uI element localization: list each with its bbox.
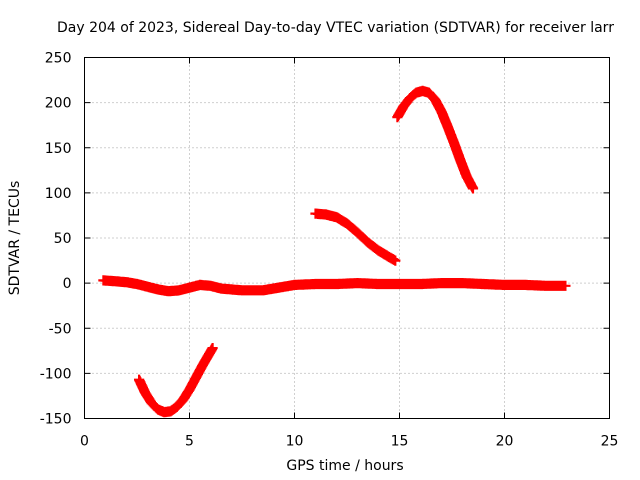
- data-point: [194, 376, 197, 380]
- series-2-markers: [310, 208, 401, 266]
- data-point: [524, 283, 527, 287]
- data-point: [209, 284, 212, 288]
- data-point: [415, 91, 418, 94]
- data-point: [440, 281, 443, 285]
- data-point: [314, 212, 317, 215]
- data-point: [402, 105, 405, 108]
- y-tick-label: 0: [63, 276, 72, 292]
- data-point: [545, 284, 548, 288]
- x-tick-label: 0: [80, 434, 89, 450]
- data-point: [198, 283, 202, 287]
- data-point: [324, 213, 328, 216]
- data-point: [150, 401, 153, 405]
- data-point: [459, 159, 462, 162]
- data-point: [188, 388, 191, 391]
- data-point: [175, 405, 179, 408]
- y-axis-label: SDTVAR / TECUs: [7, 181, 23, 296]
- plot-frame: [84, 57, 610, 419]
- x-tick-label: 15: [391, 434, 409, 450]
- x-tick-label: 5: [185, 434, 194, 450]
- y-tick-label: 50: [54, 231, 72, 247]
- data-point: [125, 281, 128, 284]
- data-point: [356, 231, 359, 234]
- data-point: [440, 110, 443, 113]
- series-1-markers: [134, 343, 218, 418]
- data-point: [427, 91, 431, 94]
- data-point: [135, 282, 139, 286]
- data-point: [182, 398, 185, 401]
- data-point: [471, 187, 475, 190]
- series-2: [310, 208, 401, 266]
- series-3: [392, 85, 479, 194]
- data-point: [272, 287, 275, 290]
- data-point: [387, 255, 391, 259]
- data-point: [503, 283, 506, 287]
- data-point: [335, 282, 338, 286]
- y-tick-label: -100: [40, 366, 72, 382]
- y-tick-label: 150: [45, 141, 72, 157]
- grid-lines: [84, 57, 610, 419]
- data-point: [177, 289, 181, 292]
- data-point: [188, 286, 191, 289]
- data-point: [396, 115, 399, 119]
- data-point: [421, 89, 424, 93]
- y-tick-label: 200: [45, 96, 72, 112]
- data-point: [461, 281, 464, 285]
- data-point: [200, 364, 204, 368]
- series-0: [98, 275, 571, 297]
- data-point: [282, 285, 286, 288]
- data-point: [146, 285, 149, 288]
- data-point: [482, 282, 485, 286]
- data-point: [398, 282, 401, 286]
- data-point: [144, 392, 147, 395]
- data-point: [377, 282, 380, 286]
- data-point: [169, 410, 172, 413]
- data-point: [240, 289, 244, 292]
- data-point: [293, 283, 296, 287]
- data-point: [446, 125, 449, 129]
- y-tick-label: -50: [49, 321, 72, 337]
- data-point: [102, 279, 105, 282]
- data-point: [167, 290, 170, 293]
- data-series: [98, 85, 571, 418]
- data-point: [366, 241, 370, 244]
- data-point: [156, 408, 160, 411]
- x-tick-label: 25: [601, 434, 619, 450]
- data-point: [564, 284, 567, 288]
- series-1: [134, 343, 218, 418]
- data-point: [261, 289, 265, 292]
- data-point: [377, 249, 380, 252]
- axis-ticks: 0 5 10 15 20 25 -150 -100 -50 0 50 100 150 200 250: [40, 51, 619, 450]
- data-point: [345, 222, 349, 225]
- data-point: [394, 259, 397, 262]
- data-point: [137, 378, 141, 381]
- data-point: [408, 96, 412, 100]
- x-axis-label: GPS time / hours: [286, 458, 403, 474]
- data-point: [207, 354, 210, 357]
- data-point: [230, 288, 233, 291]
- data-point: [314, 282, 317, 286]
- data-point: [419, 282, 422, 286]
- data-point: [434, 98, 437, 102]
- data-point: [211, 346, 214, 350]
- data-point: [251, 289, 254, 292]
- data-point: [156, 288, 160, 291]
- data-point: [219, 287, 223, 290]
- series-3-markers: [392, 85, 479, 194]
- y-tick-label: 100: [45, 186, 72, 202]
- x-tick-label: 10: [286, 434, 304, 450]
- data-point: [163, 410, 166, 414]
- chart-title: Day 204 of 2023, Sidereal Day-to-day VTE…: [57, 20, 614, 36]
- y-tick-label: 250: [45, 51, 72, 67]
- data-point: [452, 142, 456, 145]
- data-point: [465, 175, 468, 178]
- data-point: [335, 216, 338, 219]
- data-point: [356, 281, 359, 285]
- y-tick-label: -150: [40, 412, 72, 428]
- series-0-markers: [98, 275, 571, 297]
- data-point: [114, 280, 118, 283]
- x-tick-label: 20: [496, 434, 514, 450]
